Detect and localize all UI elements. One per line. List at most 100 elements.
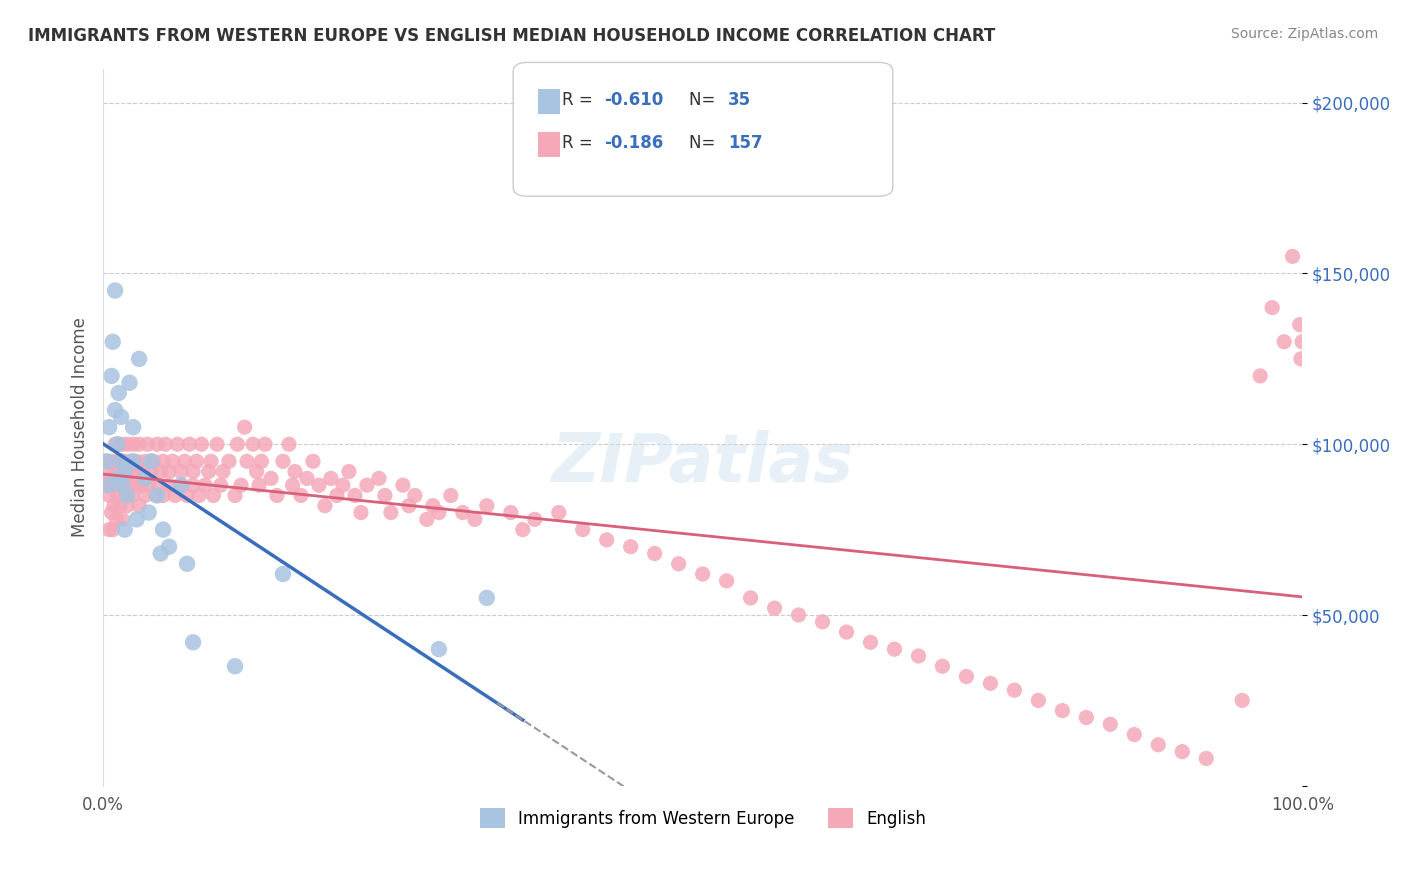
Point — [181, 635, 204, 649]
Point — [440, 488, 463, 502]
Point — [107, 386, 129, 401]
Point — [98, 488, 121, 502]
Point — [188, 488, 211, 502]
Point — [1291, 334, 1313, 349]
Point — [115, 478, 138, 492]
Point — [422, 499, 444, 513]
Point — [523, 512, 546, 526]
Point — [111, 512, 134, 526]
Point — [98, 471, 121, 485]
Point — [451, 506, 474, 520]
Point — [107, 471, 129, 485]
Point — [115, 499, 138, 513]
Point — [512, 523, 534, 537]
Point — [152, 488, 174, 502]
Point — [117, 465, 139, 479]
Point — [105, 478, 128, 492]
Point — [104, 403, 127, 417]
Point — [1076, 710, 1098, 724]
Point — [134, 454, 156, 468]
Point — [118, 376, 141, 390]
Point — [98, 420, 121, 434]
Text: N=: N= — [689, 91, 720, 109]
Point — [356, 478, 378, 492]
Point — [1249, 368, 1271, 383]
Point — [205, 437, 228, 451]
Point — [152, 523, 174, 537]
Point — [278, 437, 301, 451]
Point — [104, 284, 127, 298]
Point — [146, 437, 169, 451]
Point — [100, 506, 122, 520]
Point — [120, 454, 142, 468]
Point — [181, 465, 204, 479]
Point — [138, 506, 160, 520]
Point — [233, 420, 256, 434]
Point — [107, 454, 129, 468]
Point — [1288, 318, 1310, 332]
Point — [392, 478, 415, 492]
Point — [1171, 745, 1194, 759]
Point — [142, 454, 165, 468]
Point — [464, 512, 486, 526]
Point — [101, 478, 124, 492]
Point — [96, 478, 118, 492]
Point — [104, 437, 127, 451]
Point — [692, 567, 714, 582]
Point — [1002, 683, 1025, 698]
Text: -0.610: -0.610 — [605, 91, 664, 109]
Point — [398, 499, 420, 513]
Point — [107, 437, 129, 451]
Point — [290, 488, 312, 502]
Point — [343, 488, 366, 502]
Point — [139, 465, 162, 479]
Point — [644, 547, 666, 561]
Point — [1261, 301, 1284, 315]
Point — [110, 478, 132, 492]
Point — [101, 523, 124, 537]
Point — [139, 454, 162, 468]
Point — [197, 465, 219, 479]
Point — [332, 478, 354, 492]
Point — [136, 437, 159, 451]
Point — [1052, 704, 1074, 718]
Point — [1028, 693, 1050, 707]
Point — [620, 540, 643, 554]
Point — [883, 642, 905, 657]
Point — [134, 488, 156, 502]
Point — [170, 478, 193, 492]
Point — [224, 488, 246, 502]
Point — [138, 478, 160, 492]
Point — [271, 567, 294, 582]
Point — [124, 478, 146, 492]
Point — [145, 488, 167, 502]
Point — [326, 488, 349, 502]
Point — [105, 512, 128, 526]
Text: Source: ZipAtlas.com: Source: ZipAtlas.com — [1230, 27, 1378, 41]
Point — [224, 659, 246, 673]
Point — [284, 465, 307, 479]
Point — [107, 488, 129, 502]
Point — [1289, 351, 1312, 366]
Point — [350, 506, 373, 520]
Point — [170, 465, 193, 479]
Point — [98, 478, 121, 492]
Text: R =: R = — [562, 91, 599, 109]
Point — [955, 669, 977, 683]
Point — [253, 437, 276, 451]
Point — [173, 454, 195, 468]
Point — [186, 454, 208, 468]
Point — [122, 465, 145, 479]
Point — [229, 478, 252, 492]
Point — [337, 465, 360, 479]
Point — [571, 523, 593, 537]
Text: N=: N= — [689, 134, 720, 152]
Point — [740, 591, 762, 605]
Point — [115, 437, 138, 451]
Text: R =: R = — [562, 134, 599, 152]
Text: ZIPatlas: ZIPatlas — [551, 430, 853, 496]
Point — [101, 334, 124, 349]
Point — [157, 540, 180, 554]
Point — [176, 557, 198, 571]
Point — [122, 454, 145, 468]
